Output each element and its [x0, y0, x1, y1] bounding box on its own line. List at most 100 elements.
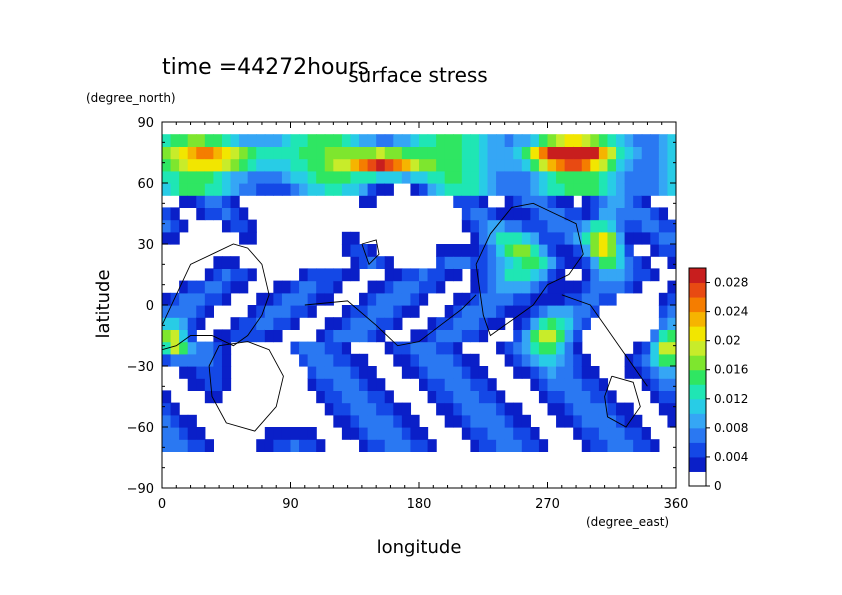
field-cell: [393, 317, 403, 330]
field-cell: [264, 146, 274, 160]
field-cell: [170, 146, 180, 160]
field-cell: [316, 170, 326, 184]
field-cell: [461, 414, 471, 428]
field-cell: [247, 317, 257, 330]
field-cell: [179, 427, 189, 440]
field-cell: [419, 134, 429, 147]
field-cell: [547, 158, 557, 172]
field-cell: [239, 231, 249, 245]
field-cell: [350, 268, 360, 282]
field-cell: [179, 158, 189, 172]
field-cell: [230, 134, 240, 147]
field-cell: [213, 280, 223, 294]
field-cell: [162, 170, 172, 184]
field-cell: [538, 268, 549, 282]
field-cell: [547, 268, 557, 282]
field-cell: [307, 427, 317, 440]
field-cell: [538, 439, 549, 452]
field-cell: [341, 158, 352, 172]
field-cell: [470, 292, 480, 306]
field-cell: [487, 402, 497, 416]
field-cell: [556, 219, 566, 233]
field-cell: [247, 231, 257, 245]
field-cell: [581, 414, 591, 428]
x-tick-label: 360: [664, 497, 689, 512]
colorbar-tick-label: 0: [714, 479, 722, 493]
field-cell: [461, 244, 471, 257]
field-cell: [496, 439, 506, 452]
field-cell: [538, 195, 549, 208]
field-cell: [607, 280, 617, 294]
field-cell: [581, 158, 591, 172]
field-cell: [547, 256, 557, 269]
field-cell: [213, 378, 223, 391]
field-cell: [187, 183, 197, 196]
field-cell: [264, 170, 274, 184]
field-cell: [547, 341, 557, 355]
field-cell: [359, 329, 369, 343]
field-cell: [453, 341, 463, 355]
field-cell: [333, 170, 343, 184]
field-cell: [564, 402, 574, 416]
field-cell: [367, 329, 377, 343]
field-cell: [504, 414, 514, 428]
field-cell: [453, 134, 463, 147]
field-cell: [187, 341, 197, 355]
field-cell: [341, 402, 352, 416]
field-cell: [547, 134, 557, 147]
coastline-segment: [561, 294, 648, 387]
field-cell: [624, 414, 634, 428]
field-cell: [350, 353, 360, 367]
field-cell: [496, 305, 506, 318]
field-cell: [264, 158, 274, 172]
field-cell: [616, 207, 626, 221]
field-cell: [530, 317, 540, 330]
field-cell: [478, 305, 489, 318]
field-cell: [162, 219, 172, 233]
field-cell: [590, 256, 600, 269]
field-cell: [427, 280, 437, 294]
field-cell: [350, 183, 360, 196]
field-cell: [221, 183, 232, 196]
field-cell: [598, 219, 609, 233]
field-cell: [530, 219, 540, 233]
field-cell: [264, 134, 274, 147]
field-cell: [256, 158, 266, 172]
field-cell: [658, 170, 669, 184]
field-cell: [196, 378, 206, 391]
field-cell: [187, 366, 197, 379]
field-cell: [521, 439, 531, 452]
field-cell: [299, 158, 309, 172]
field-cell: [367, 292, 377, 306]
field-cell: [350, 244, 360, 257]
colorbar-tick-label: 0.024: [714, 305, 748, 319]
field-cell: [444, 244, 454, 257]
field-cell: [419, 268, 429, 282]
field-cell: [590, 427, 600, 440]
field-cell: [247, 183, 257, 196]
field-cell: [633, 134, 643, 147]
field-cell: [530, 366, 540, 379]
field-cell: [221, 353, 232, 367]
x-tick-label: 90: [282, 497, 299, 512]
field-cell: [658, 329, 669, 343]
field-cell: [556, 231, 566, 245]
field-cell: [410, 329, 420, 343]
field-cell: [547, 195, 557, 208]
field-cell: [213, 390, 223, 404]
field-cell: [170, 219, 180, 233]
field-cell: [496, 256, 506, 269]
field-cell: [281, 134, 292, 147]
field-cell: [393, 146, 403, 160]
field-cell: [316, 341, 326, 355]
field-cell: [350, 402, 360, 416]
field-cell: [667, 158, 676, 172]
field-cell: [359, 402, 369, 416]
field-cell: [530, 158, 540, 172]
field-cell: [530, 439, 540, 452]
field-cell: [350, 170, 360, 184]
field-cell: [478, 268, 489, 282]
field-cell: [547, 146, 557, 160]
field-cell: [521, 244, 531, 257]
field-cell: [436, 146, 446, 160]
